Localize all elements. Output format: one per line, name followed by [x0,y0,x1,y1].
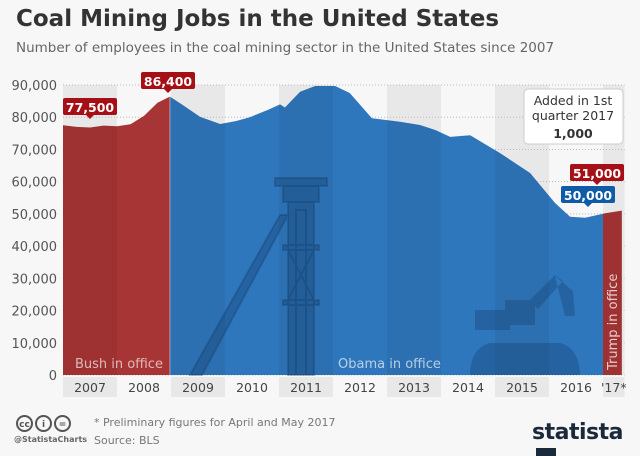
x-tick-band [63,377,117,397]
y-tick-label: 10,000 [12,337,58,352]
license-icons: cc i = [16,412,73,432]
x-tick-label: 2016 [560,380,592,395]
y-tick-label: 90,000 [12,79,58,94]
value-label: 86,400 [144,74,193,89]
value-label-box [570,164,624,181]
callout-box [523,88,624,145]
x-tick-band [603,377,625,397]
callout-line2: quarter 2017 [532,108,614,123]
value-label-box [63,98,117,115]
y-tick-label: 40,000 [12,240,58,255]
area-trump [603,210,622,375]
y-tick-label: 20,000 [12,305,58,320]
x-tick-label: 2013 [398,380,430,395]
x-tick-label: 2012 [344,380,376,395]
x-tick-band [441,377,495,397]
value-label-pointer [164,89,172,93]
x-tick-label: 2014 [452,380,484,395]
source: Source: BLS [94,434,160,447]
year-tint [171,97,225,375]
value-label: 51,000 [573,166,622,181]
x-tick-label: 2011 [290,380,322,395]
x-tick-band [117,377,171,397]
x-tick-band [171,377,225,397]
x-tick-band [387,377,441,397]
value-label: 77,500 [66,100,115,115]
year-tint [495,150,549,375]
year-tint [603,210,622,375]
x-tick-band [495,377,549,397]
y-tick-label: 80,000 [12,111,58,126]
x-tick-band [333,377,387,397]
statista-logo-icon [536,448,556,456]
x-tick-band [279,377,333,397]
chart-subtitle: Number of employees in the coal mining s… [16,40,555,56]
value-label: 50,000 [564,188,613,203]
period-label-obama: Obama in office [338,357,441,372]
by-icon: i [35,415,52,432]
x-tick-label: 2007 [74,380,106,395]
value-label-box [561,186,615,203]
year-tint [279,85,333,375]
twitter-handle: @StatistaCharts [14,435,88,444]
x-tick-label: 2009 [182,380,214,395]
x-tick-label: 2008 [128,380,160,395]
y-tick-label: 50,000 [12,208,58,223]
area-obama [169,85,603,375]
cc-icon: cc [16,415,33,432]
y-tick-label: 30,000 [12,272,58,287]
x-tick-band [549,377,603,397]
value-label-pointer [593,181,601,185]
y-tick-label: 0 [49,369,57,384]
y-tick-label: 70,000 [12,143,58,158]
footnote: * Preliminary figures for April and May … [94,416,336,429]
period-label-bush: Bush in office [75,357,163,372]
year-tint [387,120,441,375]
x-tick-label: 2015 [506,380,538,395]
y-tick-label: 60,000 [12,176,58,191]
x-tick-label: '17* [601,380,627,395]
value-label-box [141,72,195,89]
excavator-icon [470,275,580,375]
x-tick-label: 2010 [236,380,268,395]
area-bush [63,96,170,375]
nd-icon: = [54,415,71,432]
statista-logo[interactable]: statista [532,420,640,456]
value-label-pointer [86,115,94,119]
value-label-pointer [584,203,592,207]
period-label-trump: Trump in office [606,274,621,371]
callout-value: 1,000 [553,126,593,141]
headframe-icon [188,177,328,376]
chart-title: Coal Mining Jobs in the United States [16,6,500,32]
callout-line1: Added in 1st [534,93,613,108]
x-tick-band [225,377,279,397]
year-tint [63,125,117,375]
